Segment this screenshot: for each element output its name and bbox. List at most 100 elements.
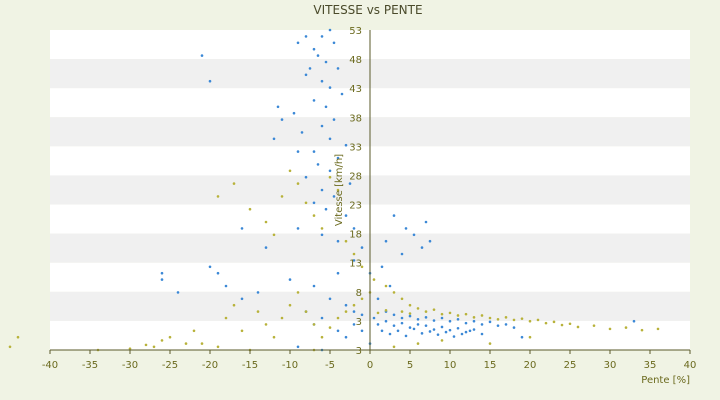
scatter-point <box>16 335 20 339</box>
scatter-point <box>360 329 364 333</box>
scatter-point <box>440 316 444 320</box>
y-tick-label: 3 <box>356 317 362 328</box>
scatter-point <box>480 314 484 317</box>
scatter-point <box>432 308 436 311</box>
scatter-point <box>344 335 348 339</box>
scatter-point <box>280 195 284 198</box>
scatter-point <box>424 324 428 327</box>
scatter-point <box>496 317 500 321</box>
x-tick-label: -30 <box>122 360 138 371</box>
scatter-point <box>332 41 336 45</box>
scatter-point <box>324 105 328 109</box>
scatter-point <box>408 326 412 329</box>
scatter-point <box>256 291 260 294</box>
scatter-point <box>304 201 308 205</box>
x-tick-label: -10 <box>282 360 298 371</box>
scatter-point <box>324 60 328 64</box>
scatter-point <box>144 343 148 347</box>
y-tick-label: 38 <box>349 113 362 124</box>
scatter-point <box>404 227 408 230</box>
scatter-point <box>276 105 280 109</box>
scatter-point <box>552 320 556 324</box>
y-tick-label: 43 <box>349 84 362 95</box>
scatter-point <box>288 278 292 281</box>
scatter-point <box>640 328 644 332</box>
scatter-point <box>456 317 460 321</box>
scatter-point <box>400 310 404 313</box>
scatter-point <box>160 278 164 281</box>
scatter-point <box>444 330 448 334</box>
scatter-point <box>448 311 452 315</box>
scatter-point <box>328 28 332 32</box>
scatter-point <box>472 319 476 323</box>
chart-title: VITESSE vs PENTE <box>313 3 422 17</box>
scatter-point <box>400 321 404 325</box>
scatter-point <box>328 175 332 179</box>
scatter-point <box>400 297 404 301</box>
scatter-point <box>472 328 476 331</box>
scatter-point <box>288 169 292 173</box>
scatter-point <box>332 118 336 121</box>
y-axis-label: Vitesse [km/h] <box>334 154 345 226</box>
x-tick-label: 20 <box>524 360 537 371</box>
scatter-point <box>452 335 456 338</box>
scatter-point <box>360 313 364 317</box>
scatter-point <box>456 326 460 330</box>
scatter-point <box>280 118 284 121</box>
scatter-point <box>448 319 452 323</box>
scatter-point <box>336 316 340 320</box>
scatter-point <box>304 73 308 77</box>
scatter-point <box>404 334 408 338</box>
scatter-point <box>528 335 532 339</box>
scatter-point <box>304 310 308 313</box>
x-tick-label: -5 <box>325 360 335 371</box>
scatter-point <box>408 312 412 315</box>
scatter-point <box>376 323 380 326</box>
scatter-point <box>216 271 220 275</box>
scatter-point <box>336 67 340 70</box>
scatter-point <box>432 319 436 322</box>
scatter-point <box>520 317 524 320</box>
y-tick-label: 18 <box>349 230 362 241</box>
scatter-point <box>336 188 340 192</box>
scatter-point <box>296 345 300 349</box>
scatter-point <box>328 326 332 329</box>
scatter-point <box>456 314 460 317</box>
scatter-point <box>224 284 228 288</box>
scatter-point <box>328 297 332 301</box>
scatter-point <box>424 220 428 224</box>
scatter-point <box>408 303 412 307</box>
scatter-point <box>312 150 316 153</box>
scatter-point <box>388 332 392 336</box>
scatter-point <box>416 317 420 321</box>
scatter-point <box>352 259 356 262</box>
scatter-point <box>320 35 324 38</box>
x-tick-label: -15 <box>242 360 258 371</box>
scatter-point <box>328 86 332 89</box>
scatter-point <box>436 333 440 336</box>
scatter-point <box>392 291 396 294</box>
scatter-point <box>460 332 464 336</box>
scatter-point <box>316 163 320 166</box>
scatter-point <box>488 320 492 324</box>
scatter-point <box>416 307 420 310</box>
scatter-point <box>352 303 356 307</box>
scatter-point <box>272 335 276 339</box>
scatter-point <box>184 342 188 345</box>
scatter-point <box>416 342 420 345</box>
scatter-point <box>312 201 316 205</box>
scatter-point <box>560 323 564 327</box>
scatter-point <box>372 278 376 281</box>
scatter-point <box>352 227 356 230</box>
scatter-point <box>440 312 444 316</box>
scatter-point <box>312 284 316 288</box>
scatter-point <box>480 332 484 336</box>
x-tick-label: 25 <box>564 360 577 371</box>
scatter-point <box>412 327 416 331</box>
scatter-point <box>264 246 268 249</box>
scatter-point <box>320 188 324 192</box>
scatter-point <box>200 342 204 345</box>
scatter-point <box>352 252 356 256</box>
scatter-point <box>544 321 548 325</box>
x-tick-label: -40 <box>42 360 58 371</box>
